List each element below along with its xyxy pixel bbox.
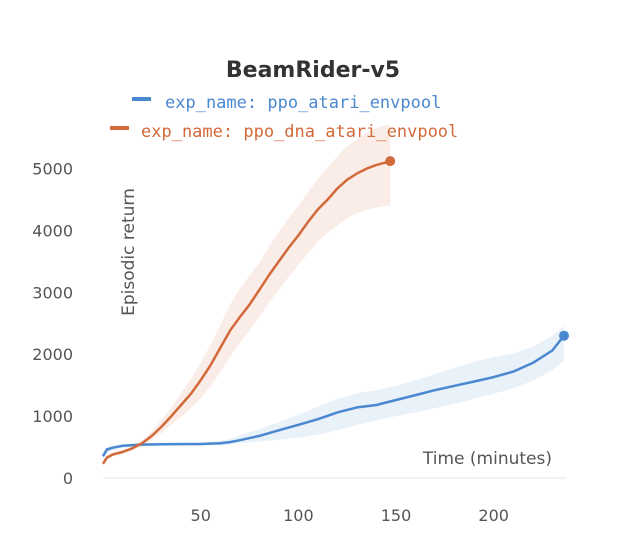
y-tick-label: 1000 (32, 407, 73, 426)
y-tick-label: 2000 (32, 345, 73, 364)
series-endpoint-1 (385, 156, 396, 167)
x-axis-label: Time (minutes) (422, 449, 552, 469)
plot-area (101, 125, 569, 479)
x-tick-label: 50 (191, 506, 211, 525)
series-band-0 (103, 325, 564, 460)
legend-label-ppo-dna-atari-envpool: exp_name: ppo_dna_atari_envpool (141, 122, 458, 142)
legend: exp_name: ppo_atari_envpool exp_name: pp… (110, 93, 458, 142)
x-tick-label: 100 (283, 506, 314, 525)
y-tick-label: 3000 (32, 283, 73, 302)
series-endpoint-0 (559, 330, 569, 341)
y-axis-label: Episodic return (119, 188, 139, 316)
y-tick-label: 0 (63, 469, 73, 488)
y-tick-label: 5000 (32, 160, 73, 179)
series-line-1 (101, 159, 391, 465)
chart-title: BeamRider-v5 (226, 58, 400, 83)
x-tick-label: 150 (381, 506, 412, 525)
y-axis-ticks: 0 1000 2000 3000 4000 5000 (32, 160, 73, 488)
legend-label-ppo-atari-envpool: exp_name: ppo_atari_envpool (165, 93, 441, 113)
series-line-0 (101, 334, 565, 457)
x-tick-label: 200 (478, 506, 509, 525)
y-tick-label: 4000 (32, 222, 73, 241)
x-axis-ticks: 50 100 150 200 (191, 506, 509, 525)
